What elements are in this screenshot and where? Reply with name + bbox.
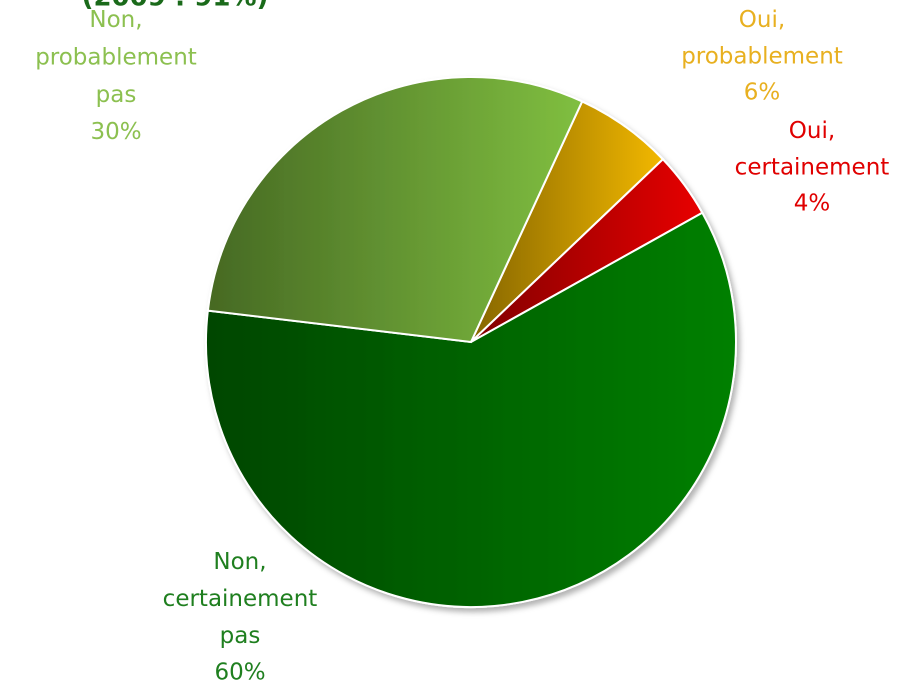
subtitle: (2009 : 91%) bbox=[82, 0, 269, 13]
slice-value-label: 4% bbox=[794, 191, 831, 217]
slice-label: Oui, certainement bbox=[735, 118, 890, 181]
pie-slice bbox=[205, 211, 737, 608]
pie-slice bbox=[206, 76, 584, 344]
slice-value-label: 60% bbox=[214, 660, 265, 682]
pie bbox=[205, 76, 737, 608]
slice-value-label: 30% bbox=[90, 119, 141, 145]
slice-label: Non, certainement pas bbox=[163, 549, 318, 649]
slice-label: Oui, probablement bbox=[681, 7, 843, 70]
slice-value-label: 6% bbox=[744, 80, 781, 106]
slice-label: Non, probablement pas bbox=[35, 7, 197, 108]
